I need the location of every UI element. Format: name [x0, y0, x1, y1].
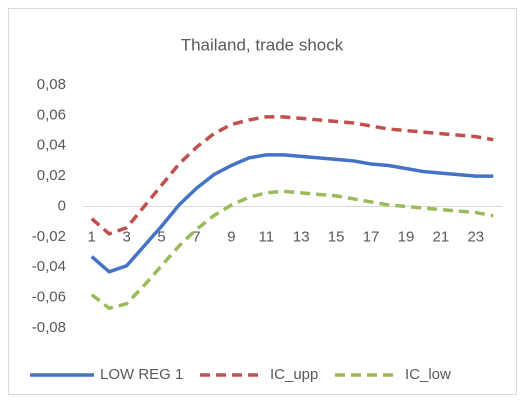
series-line [90, 189, 494, 311]
x-tick-label: 17 [363, 228, 380, 245]
y-tick-label: -0,08 [32, 319, 66, 336]
y-tick-label: -0,06 [32, 289, 66, 306]
x-tick-label: 21 [433, 228, 450, 245]
legend-label: IC_low [405, 366, 451, 383]
x-tick-label: 11 [259, 228, 275, 245]
legend-label: LOW REG 1 [100, 366, 183, 383]
y-tick-label: 0,06 [37, 106, 66, 123]
x-tick-label: 7 [192, 228, 200, 245]
x-tick-label: 15 [328, 228, 345, 245]
chart-title: Thailand, trade shock [181, 35, 344, 54]
y-tick-label: 0,04 [37, 137, 66, 154]
x-tick-label: 13 [293, 228, 310, 245]
y-tick-label: 0,08 [37, 76, 66, 93]
chart-frame [8, 8, 517, 395]
y-tick-label: 0 [58, 197, 66, 214]
x-tick-label: 1 [88, 228, 96, 245]
series-line [90, 115, 494, 236]
x-tick-label: 9 [227, 228, 235, 245]
x-tick-label: 5 [157, 228, 165, 245]
series-line [90, 153, 494, 274]
legend-label: IC_upp [270, 366, 318, 383]
y-tick-label: -0,02 [32, 228, 66, 245]
x-tick-label: 19 [398, 228, 415, 245]
x-tick-label: 23 [467, 228, 484, 245]
y-tick-label: -0,04 [32, 258, 66, 275]
x-tick-label: 3 [122, 228, 130, 245]
y-tick-label: 0,02 [37, 167, 66, 184]
